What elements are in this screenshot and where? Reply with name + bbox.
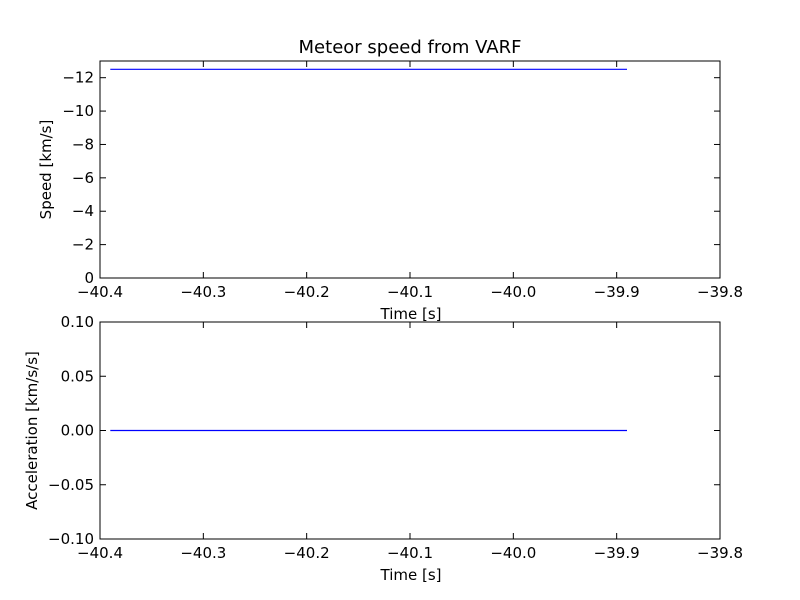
speed-x-tick-label: −39.8 [697, 283, 743, 301]
acceleration-y-tick-label: −0.05 [48, 476, 94, 494]
acceleration-y-tick-label: 0.00 [61, 422, 94, 440]
acceleration-chart: −40.4 −40.3 −40.2 −40.1 −40.0 −39.9 −39.8 0.10 0… [23, 313, 743, 584]
acceleration-y-tick-label: 0.05 [61, 367, 94, 385]
speed-y-tick-label: −12 [62, 69, 94, 87]
speed-x-tick-label: −40.3 [180, 283, 226, 301]
acceleration-x-tick-label: −40.2 [284, 544, 330, 562]
speed-y-tick-label: −10 [62, 102, 94, 120]
acceleration-x-tick-label: −40.3 [180, 544, 226, 562]
speed-y-tick-label: −6 [72, 169, 94, 187]
speed-y-tick-label: 0 [84, 269, 94, 287]
speed-x-tick-label: −40.2 [284, 283, 330, 301]
acceleration-x-tick-label: −40.1 [387, 544, 433, 562]
speed-y-tick-label: −4 [72, 202, 94, 220]
speed-x-tick-label: −40.4 [77, 283, 123, 301]
acceleration-x-tick-label: −39.8 [697, 544, 743, 562]
acceleration-x-axis-label: Time [s] [380, 566, 442, 584]
speed-y-tick-label: −2 [72, 236, 94, 254]
speed-x-tick-label: −40.1 [387, 283, 433, 301]
speed-marks: −40.4 −40.3 −40.2 −40.1 −40.0 −39.9 −39.8 0 −2 −4… [62, 61, 743, 301]
chart-title: Meteor speed from VARF [299, 37, 522, 58]
acceleration-y-tick-label: −0.10 [48, 530, 94, 548]
acceleration-plot-frame [99, 321, 721, 540]
acceleration-x-tick-label: −39.9 [594, 544, 640, 562]
speed-y-tick-label: −8 [72, 135, 94, 153]
acceleration-x-tick-label: −40.4 [77, 544, 123, 562]
acceleration-x-tick-label: −40.0 [490, 544, 536, 562]
acceleration-y-tick-label: 0.10 [61, 313, 94, 331]
speed-x-axis-label: Time [s] [380, 305, 442, 323]
acceleration-y-axis-label: Acceleration [km/s/s] [23, 351, 41, 510]
speed-plot-frame [99, 60, 721, 279]
speed-y-axis-label: Speed [km/s] [37, 120, 55, 220]
speed-x-tick-label: −40.0 [490, 283, 536, 301]
speed-chart: Meteor speed from VARF −40.4 −40.3 −40.2 −4… [37, 37, 743, 323]
acceleration-marks: −40.4 −40.3 −40.2 −40.1 −40.0 −39.9 −39.8 0.10 0… [48, 313, 743, 562]
speed-x-tick-label: −39.9 [594, 283, 640, 301]
